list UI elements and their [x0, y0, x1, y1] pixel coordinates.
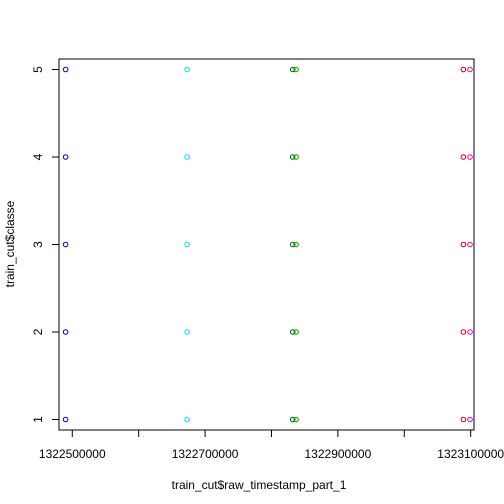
- data-point: [293, 66, 299, 73]
- data-point: [184, 241, 190, 248]
- data-point: [289, 154, 296, 160]
- x-axis: 1322500000 1322700000 1322900000 1323100000: [39, 429, 504, 461]
- data-point: [293, 241, 299, 248]
- data-points: [62, 66, 473, 423]
- data-point: [62, 154, 69, 160]
- data-point: [289, 329, 296, 335]
- y-axis: 1 2 3 4 5: [31, 66, 60, 423]
- data-point: [62, 329, 69, 335]
- y-tick-label: 3: [31, 241, 45, 248]
- data-point: [184, 416, 190, 423]
- y-tick-label: 5: [31, 66, 45, 73]
- data-point: [289, 416, 296, 423]
- y-tick-label: 4: [31, 153, 45, 160]
- data-point: [467, 329, 473, 335]
- x-axis-label: train_cut$raw_timestamp_part_1: [172, 478, 347, 492]
- data-point: [293, 329, 299, 335]
- y-axis-label: train_cut$classe: [3, 200, 17, 287]
- y-tick-label: 2: [31, 328, 45, 335]
- data-point: [289, 66, 296, 73]
- data-point: [460, 241, 467, 248]
- y-tick-label: 1: [31, 416, 45, 423]
- data-point: [460, 154, 467, 160]
- data-point: [184, 66, 190, 73]
- data-point: [62, 241, 69, 248]
- x-tick-label: 1322900000: [305, 447, 372, 461]
- data-point: [467, 66, 473, 73]
- x-tick-label: 1322500000: [39, 447, 106, 461]
- data-point: [184, 329, 190, 335]
- data-point: [460, 329, 467, 335]
- data-point: [62, 416, 69, 423]
- data-point: [293, 416, 299, 423]
- x-tick-label: 1323100000: [437, 447, 504, 461]
- data-point: [467, 416, 473, 423]
- x-tick-label: 1322700000: [172, 447, 239, 461]
- data-point: [460, 416, 467, 423]
- data-point: [460, 66, 467, 73]
- data-point: [62, 66, 69, 73]
- data-point: [289, 241, 296, 248]
- data-point: [467, 241, 473, 248]
- data-point: [293, 154, 299, 160]
- data-point: [467, 154, 473, 160]
- data-point: [184, 154, 190, 160]
